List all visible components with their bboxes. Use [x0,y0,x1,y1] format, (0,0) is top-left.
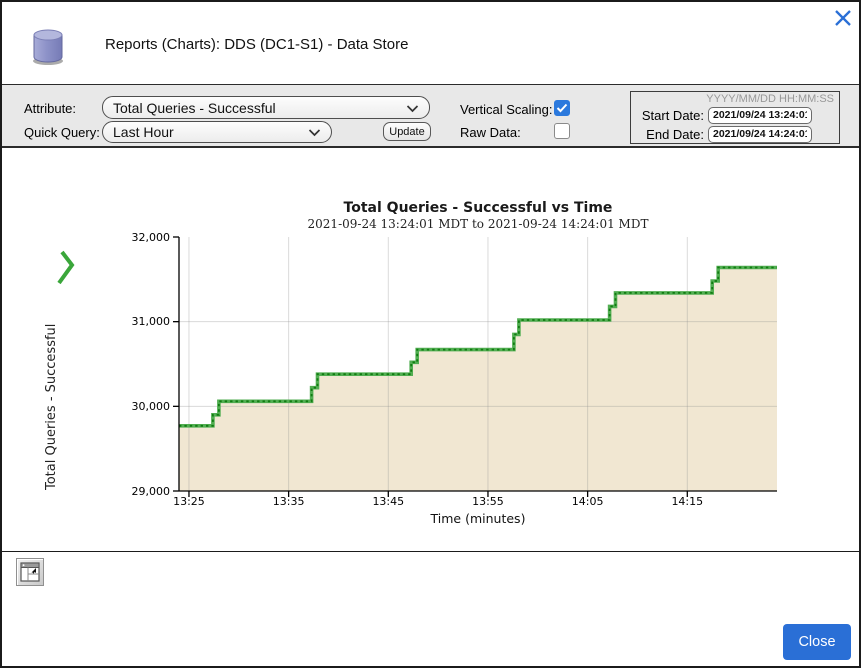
quick-query-select[interactable]: Last Hour [102,121,332,143]
x-axis-label: Time (minutes) [430,511,526,526]
quick-query-selected-value: Last Hour [113,124,174,140]
x-tick-label: 13:35 [272,495,305,508]
footer-divider [2,551,859,552]
x-tick-label: 13:45 [372,495,405,508]
plot-canvas [173,236,777,497]
y-tick-label: 29,000 [131,484,171,498]
x-close-icon[interactable] [833,8,853,28]
x-tick-label: 13:55 [472,495,504,508]
update-button[interactable]: Update [383,122,431,141]
attribute-select[interactable]: Total Queries - Successful [102,96,430,119]
chart-subtitle: 2021-09-24 13:24:01 MDT to 2021-09-24 14… [307,217,649,231]
database-cylinder-icon [30,25,68,72]
vertical-scaling-checkbox[interactable] [554,100,570,116]
controls-bar: Attribute: Total Queries - Successful Qu… [2,84,859,148]
chart-area: Total Queries - Successful vs Time 2021-… [2,197,859,542]
y-tick-label: 32,000 [131,230,171,244]
x-tick-label: 14:15 [671,495,704,508]
y-tick-label: 30,000 [131,399,171,413]
chevron-down-icon [406,100,419,116]
x-tick-label: 13:25 [173,495,205,508]
start-date-label: Start Date: [641,107,704,123]
open-chart-in-window-icon [20,562,40,582]
chevron-down-icon [308,124,321,140]
raw-data-label: Raw Data: [460,125,521,140]
quick-query-label: Quick Query: [24,125,100,140]
date-format-hint: YYYY/MM/DD HH:MM:SS [706,93,834,105]
close-button[interactable]: Close [783,624,851,660]
x-tick-label: 14:05 [571,495,604,508]
y-tick-label: 31,000 [131,315,171,329]
attribute-selected-value: Total Queries - Successful [113,99,276,116]
start-date-input[interactable] [708,106,812,124]
series-area-fill [179,267,777,491]
dialog-title: Reports (Charts): DDS (DC1-S1) - Data St… [105,36,409,53]
raw-data-checkbox[interactable] [554,123,570,139]
vertical-scaling-label: Vertical Scaling: [460,102,553,117]
end-date-input[interactable] [708,125,812,143]
open-chart-in-window-button[interactable] [16,558,44,586]
y-axis-label: Total Queries - Successful [44,323,59,490]
chart-title: Total Queries - Successful vs Time [343,200,613,216]
series-step-line-dots [178,266,777,427]
date-range-box: YYYY/MM/DD HH:MM:SS Start Date: End Date… [630,91,840,144]
end-date-label: End Date: [646,126,704,142]
attribute-label: Attribute: [24,101,77,116]
series-legend-line-icon [55,250,77,291]
